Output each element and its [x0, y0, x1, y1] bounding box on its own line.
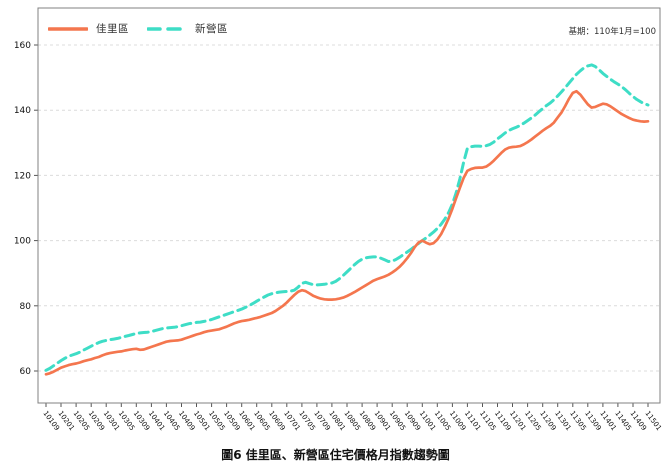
xinying-line-swatch [147, 26, 187, 31]
chart-caption: 圖6 佳里區、新營區住宅價格月指數趨勢圖 [221, 448, 450, 462]
legend: 佳里區 新營區 [48, 21, 228, 36]
y-tick-label: 80 [20, 302, 32, 312]
series-line-jiali [44, 89, 650, 376]
x-tick-label: 11501 [643, 409, 663, 432]
plot-frame [37, 7, 661, 404]
x-axis-labels: 1010910201102051020910301103051030910401… [41, 403, 663, 432]
legend-label-jiali: 佳里區 [96, 23, 129, 35]
series-line-xinying [44, 63, 650, 372]
legend-item-jiali: 佳里區 [48, 21, 129, 36]
y-tick-label: 100 [14, 237, 31, 247]
legend-item-xinying: 新營區 [147, 21, 228, 36]
y-tick-label: 140 [14, 106, 31, 116]
base-period-note: 基期：110年1月=100 [568, 27, 656, 37]
y-axis-labels: 60 80 100 120 140 160 [14, 41, 38, 377]
y-tick-label: 60 [20, 367, 32, 377]
y-tick-label: 160 [14, 41, 31, 51]
jiali-line-swatch [48, 26, 88, 31]
y-gridlines [38, 44, 660, 372]
legend-label-xinying: 新營區 [195, 23, 228, 35]
y-tick-label: 120 [14, 171, 31, 181]
